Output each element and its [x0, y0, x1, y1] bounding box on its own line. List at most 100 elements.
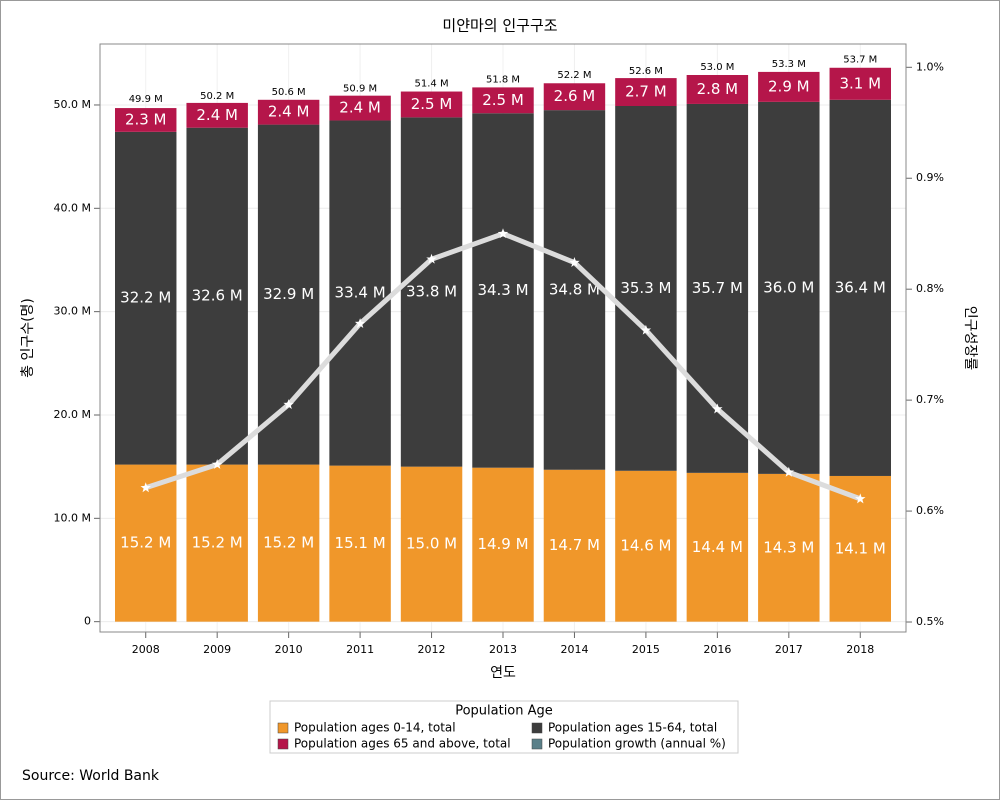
value-label: 34.8 M — [549, 280, 600, 298]
bar-segment — [615, 470, 677, 622]
bar-segment — [686, 75, 749, 104]
value-label: 32.9 M — [263, 285, 314, 303]
value-label: 2.4 M — [339, 99, 381, 117]
total-label: 53.3 M — [772, 59, 806, 70]
value-label: 2.6 M — [554, 87, 596, 105]
bar-segment — [472, 87, 534, 114]
y2-tick-label: 0.9% — [916, 171, 944, 184]
bar-segment — [400, 466, 463, 622]
bar-segment — [257, 124, 320, 465]
value-label: 33.8 M — [406, 283, 457, 301]
value-label: 14.9 M — [477, 535, 528, 553]
legend-swatch — [277, 738, 289, 750]
value-label: 36.0 M — [763, 278, 814, 296]
value-label: 15.2 M — [263, 534, 314, 552]
legend-box — [269, 700, 739, 754]
y-tick-label: 30.0 M — [54, 305, 91, 318]
y2-axis-title: 인구성장률 — [962, 306, 978, 371]
growth-marker — [855, 493, 866, 504]
value-label: 15.2 M — [192, 534, 243, 552]
bar-segment — [472, 113, 534, 468]
value-label: 2.5 M — [411, 95, 453, 113]
x-tick-label: 2015 — [632, 643, 660, 656]
bar-segment — [186, 102, 248, 128]
bar-segment — [186, 464, 248, 622]
y-axis-title: 총 인구수(명) — [20, 298, 36, 378]
y2-tick-label: 1.0% — [916, 60, 944, 73]
source-note: Source: World Bank — [22, 768, 160, 784]
y-tick-label: 10.0 M — [54, 511, 91, 524]
value-label: 15.0 M — [406, 535, 457, 553]
plot-frame — [99, 43, 907, 633]
value-label: 32.6 M — [192, 287, 243, 305]
bar-segment — [829, 99, 891, 476]
growth-marker — [426, 253, 437, 264]
bar-segment — [543, 110, 606, 470]
growth-marker — [497, 228, 509, 239]
legend-swatch — [531, 722, 543, 734]
y-tick-label: 50.0 M — [54, 98, 91, 111]
growth-marker — [211, 458, 223, 469]
bar-segment — [829, 67, 891, 100]
total-label: 52.6 M — [629, 66, 663, 77]
value-label: 14.4 M — [692, 538, 743, 556]
legend-label: Population ages 65 and above, total — [294, 737, 511, 751]
bar-segment — [400, 117, 463, 467]
value-label: 3.1 M — [839, 74, 881, 92]
total-label: 53.0 M — [700, 62, 734, 73]
value-label: 33.4 M — [335, 284, 386, 302]
bar-segment — [758, 101, 820, 474]
growth-marker — [783, 466, 795, 477]
bar-segment — [257, 99, 320, 125]
legend-title: Population Age — [455, 704, 553, 719]
bar-segment — [115, 464, 177, 622]
value-label: 36.4 M — [835, 278, 886, 296]
value-label: 2.3 M — [125, 110, 167, 128]
value-label: 14.6 M — [620, 537, 671, 555]
x-tick-label: 2018 — [846, 643, 874, 656]
growth-marker — [569, 257, 580, 268]
total-label: 49.9 M — [129, 94, 163, 105]
growth-marker — [140, 482, 151, 493]
x-tick-label: 2010 — [275, 643, 303, 656]
x-tick-label: 2009 — [203, 643, 231, 656]
bar-segment — [472, 467, 534, 622]
legend-swatch — [277, 722, 289, 734]
y2-tick-label: 0.5% — [916, 615, 944, 628]
growth-marker — [283, 399, 294, 410]
bar-segment — [329, 465, 391, 622]
growth-marker — [712, 403, 723, 414]
value-label: 14.7 M — [549, 536, 600, 554]
bar-segment — [186, 127, 248, 465]
value-label: 15.1 M — [335, 534, 386, 552]
bar-segment — [758, 473, 820, 622]
y-tick-label: 20.0 M — [54, 408, 91, 421]
bar-segment — [257, 464, 320, 622]
growth-marker — [354, 318, 366, 329]
value-label: 2.9 M — [768, 77, 810, 95]
bar-segment — [329, 120, 391, 466]
x-tick-label: 2011 — [346, 643, 374, 656]
value-label: 14.1 M — [835, 539, 886, 557]
value-label: 35.7 M — [692, 279, 743, 297]
chart-title: 미얀마의 인구구조 — [442, 17, 557, 35]
value-label: 32.2 M — [120, 289, 171, 307]
value-label: 15.2 M — [120, 534, 171, 552]
value-label: 35.3 M — [620, 279, 671, 297]
total-label: 50.9 M — [343, 84, 377, 95]
bar-segment — [615, 106, 677, 471]
bar-segment — [115, 131, 177, 465]
value-label: 2.5 M — [482, 91, 524, 109]
value-label: 2.7 M — [625, 83, 667, 101]
bar-segment — [543, 469, 606, 622]
bar-segment — [329, 95, 391, 121]
legend-label: Population ages 15-64, total — [548, 721, 717, 735]
y2-tick-label: 0.7% — [916, 393, 944, 406]
growth-marker — [640, 324, 652, 335]
bar-segment — [115, 108, 177, 132]
x-tick-label: 2017 — [775, 643, 803, 656]
x-tick-label: 2013 — [489, 643, 517, 656]
y-tick-label: 40.0 M — [54, 201, 91, 214]
value-label: 2.4 M — [268, 103, 310, 121]
